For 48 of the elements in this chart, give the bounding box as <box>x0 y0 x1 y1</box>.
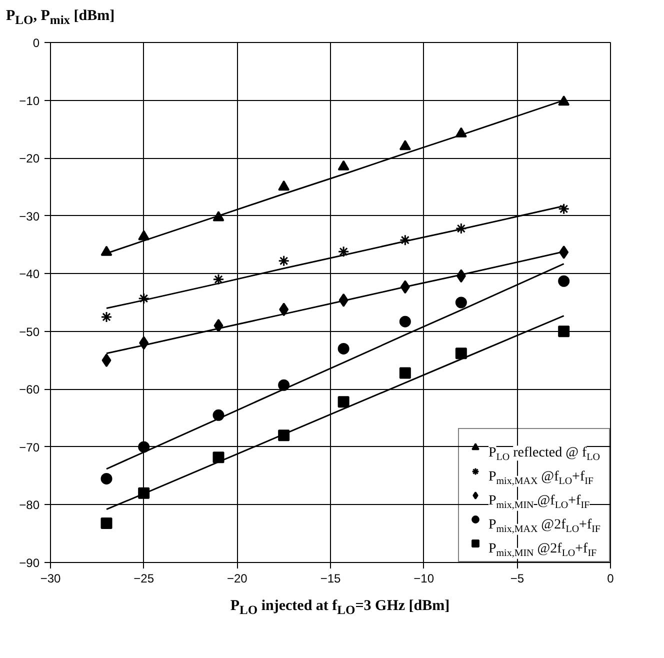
point <box>558 325 570 337</box>
y-axis-title: P$_{LO}$, P$_{mix}$ [dBm] <box>6 7 115 29</box>
point <box>338 160 350 170</box>
point <box>399 316 411 328</box>
y-tick-label: −10 <box>19 94 40 108</box>
point <box>100 311 112 323</box>
point <box>212 273 224 285</box>
point <box>138 292 150 304</box>
y-tick-label: −50 <box>19 324 40 339</box>
point <box>558 275 570 287</box>
y-tick-label: 0 <box>32 36 40 50</box>
x-tick-label: −5 <box>510 571 524 586</box>
point <box>102 353 112 367</box>
y-tick-label: −30 <box>19 209 40 224</box>
x-tick-label: −30 <box>40 571 62 586</box>
point <box>212 451 224 463</box>
x-axis-title: P$_{LO}$ injected at f$_{LO}$=3 GHz [dBm] <box>230 596 450 619</box>
point <box>399 234 411 246</box>
x-tick-label: −25 <box>134 571 154 586</box>
x-tick-label: −20 <box>226 571 248 586</box>
point <box>338 396 350 408</box>
y-tick-label: −20 <box>19 151 40 166</box>
point <box>138 230 150 240</box>
point <box>455 222 467 234</box>
point <box>455 296 467 308</box>
point <box>138 441 150 453</box>
point <box>455 347 467 359</box>
x-tick-label: −10 <box>414 571 434 586</box>
point <box>100 246 112 256</box>
point <box>278 180 290 190</box>
point <box>399 367 411 379</box>
y-tick-label: −90 <box>19 556 40 570</box>
point <box>558 202 570 214</box>
y-tick-label: −80 <box>19 498 40 512</box>
point <box>338 342 350 354</box>
point <box>279 302 289 316</box>
y-tick-label: −40 <box>19 266 40 281</box>
point <box>100 472 112 484</box>
x-tick-label: 0 <box>607 571 614 586</box>
y-tick-label: −70 <box>19 440 40 454</box>
point <box>278 254 290 266</box>
point <box>559 245 569 259</box>
point <box>338 246 350 258</box>
x-tick-label: −15 <box>320 571 342 586</box>
point <box>100 517 112 529</box>
y-tick-label: −60 <box>19 382 40 397</box>
point <box>399 140 411 150</box>
point <box>278 379 290 391</box>
